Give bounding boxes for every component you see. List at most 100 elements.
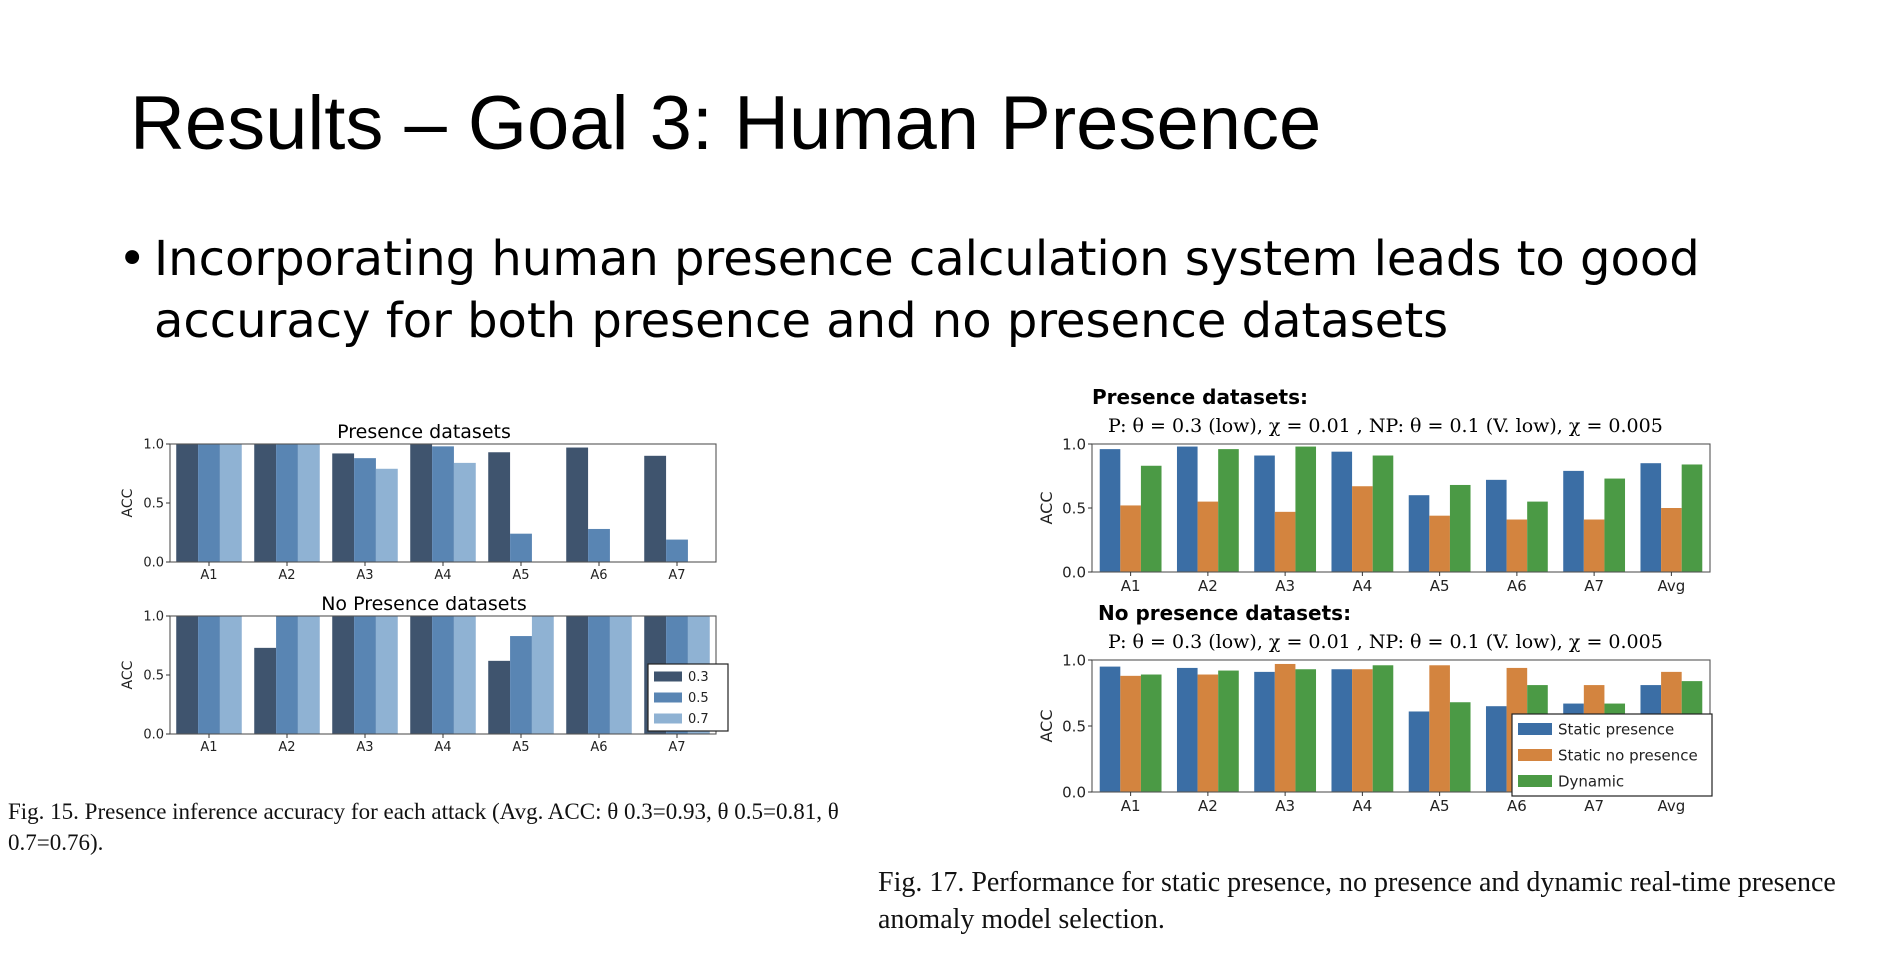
fig17_presence-bar-A3-s0	[1254, 455, 1275, 572]
fig15_nopresence-bar-A2-s0	[254, 647, 277, 734]
fig15_nopresence-ytick-label: 0.5	[143, 669, 164, 684]
fig15_nopresence-xtick-A1: A1	[200, 740, 217, 755]
fig17_nopresence-xtick-A7: A7	[1584, 797, 1604, 815]
fig17_presence-bar-A5-s0	[1408, 495, 1430, 572]
fig15_presence-ytick-label: 0.5	[143, 497, 164, 512]
fig17_nopresence-bar-A5-s2	[1449, 702, 1471, 792]
fig15_nopresence-legend-label-0: 0.3	[688, 670, 709, 685]
fig17_nopresence-xtick-A2: A2	[1198, 797, 1218, 815]
fig15_presence-bar-A4-s0	[410, 444, 433, 562]
fig15_nopresence-bar-A6-s2	[609, 616, 632, 734]
fig15_nopresence-bar-A2-s1	[276, 616, 298, 734]
fig15_presence-bar-A1-s1	[198, 444, 220, 562]
fig17_nopresence-bar-A4-s2	[1372, 665, 1394, 792]
fig17_presence-bar-A5-s1	[1429, 515, 1450, 572]
fig17_presence-title: Presence datasets:	[1092, 385, 1308, 409]
fig15_presence-ytick-label: 0.0	[143, 556, 164, 571]
fig15_presence-xtick-A5: A5	[512, 568, 529, 583]
fig15_nopresence-legend: 0.3 0.5 0.7	[647, 663, 729, 732]
fig15_nopresence-bar-A6-s0	[566, 616, 589, 734]
fig15_presence-bar-A7-s0	[644, 455, 667, 562]
fig15_presence-xtick-A4: A4	[434, 568, 451, 583]
fig15_presence-bar-A2-s2	[297, 444, 320, 562]
fig15_presence-bar-A6-s1	[588, 528, 610, 562]
fig17_presence-ytick-label: 0.0	[1062, 563, 1086, 581]
fig17_presence-panel: Presence datasets: P: θ = 0.3 (low), χ = …	[1037, 385, 1711, 595]
fig17_nopresence-xtick-Avg: Avg	[1657, 797, 1685, 815]
fig17_nopresence-bar-A5-s1	[1429, 665, 1450, 792]
fig15_presence-xtick-A7: A7	[668, 568, 685, 583]
fig15_presence-title: Presence datasets	[337, 421, 511, 443]
fig15_nopresence-bar-A6-s1	[588, 616, 610, 734]
fig17_presence-bar-A1-s2	[1140, 465, 1162, 572]
fig17-chart: Presence datasets: P: θ = 0.3 (low), χ = …	[1037, 385, 1713, 815]
fig15_nopresence-bar-A5-s2	[531, 616, 554, 734]
fig17_nopresence-legend: Static presence Static no presence Dynamic	[1511, 713, 1713, 797]
fig15_nopresence-legend-label-2: 0.7	[688, 712, 709, 727]
fig15_nopresence-bar-A1-s2	[219, 616, 242, 734]
fig17_presence-bar-Avg-s2	[1681, 464, 1703, 572]
fig15_nopresence-bar-A3-s2	[375, 616, 398, 734]
fig15_presence-ylabel: ACC	[120, 488, 136, 517]
fig15_presence-panel: Presence datasets 0.0 0.5 1.0 A1 A2 A3 A4 A5 A6 A7…	[120, 421, 717, 583]
fig17_presence-bar-A1-s1	[1120, 505, 1141, 572]
fig15_nopresence-bar-A4-s2	[453, 616, 476, 734]
fig15_nopresence-xtick-A5: A5	[512, 740, 529, 755]
fig17_nopresence-bar-A1-s0	[1099, 666, 1121, 792]
fig15_nopresence-bar-A2-s2	[297, 616, 320, 734]
fig15_presence-bar-A6-s0	[566, 447, 589, 562]
fig15_nopresence-xtick-A2: A2	[278, 740, 295, 755]
fig17_nopresence-bar-A6-s0	[1485, 706, 1507, 792]
fig17_nopresence-bar-A4-s1	[1352, 669, 1373, 792]
fig17_presence-bar-A5-s2	[1449, 484, 1471, 572]
fig17_presence-xtick-A4: A4	[1352, 577, 1372, 595]
fig17_presence-xtick-A3: A3	[1275, 577, 1295, 595]
fig17_nopresence-bar-A5-s0	[1408, 711, 1430, 792]
fig17_presence-subtitle: P: θ = 0.3 (low), χ = 0.01 , NP: θ = 0.1…	[1108, 415, 1663, 437]
fig17_nopresence-bar-A1-s1	[1120, 675, 1141, 792]
bullet-text: Incorporating human presence calculation…	[154, 231, 1700, 349]
fig17_presence-ytick-label: 1.0	[1062, 435, 1086, 453]
fig15-caption: Fig. 15. Presence inference accuracy for…	[8, 799, 839, 855]
fig15_nopresence-bar-A1-s0	[176, 616, 199, 734]
fig17_presence-bar-A6-s2	[1527, 501, 1548, 572]
fig15_nopresence-bar-A3-s1	[354, 616, 376, 734]
fig15_presence-bar-A5-s0	[488, 452, 511, 562]
fig15_nopresence-bar-A3-s0	[332, 616, 355, 734]
fig17_nopresence-bar-A2-s2	[1218, 670, 1239, 792]
fig17_presence-bar-Avg-s0	[1640, 463, 1662, 572]
fig17_presence-bar-A7-s1	[1583, 519, 1605, 572]
fig15_nopresence-legend-swatch-0	[654, 671, 682, 682]
fig17_presence-bar-A4-s2	[1372, 455, 1394, 572]
fig15_presence-bar-A1-s2	[219, 444, 242, 562]
fig17_nopresence-xtick-A6: A6	[1507, 797, 1527, 815]
fig15_nopresence-bar-A1-s1	[198, 616, 220, 734]
fig17_nopresence-xtick-A5: A5	[1430, 797, 1450, 815]
fig17_nopresence-legend-label-1: Static no presence	[1558, 746, 1698, 764]
fig17_presence-bar-A4-s1	[1352, 486, 1373, 572]
fig17_nopresence-legend-swatch-0	[1518, 723, 1552, 735]
fig15_nopresence-legend-swatch-1	[654, 692, 682, 703]
fig17_presence-bar-A6-s0	[1485, 479, 1507, 572]
fig17_nopresence-title: No presence datasets:	[1098, 601, 1351, 625]
fig15_presence-bar-A3-s2	[375, 468, 398, 562]
fig17_nopresence-subtitle: P: θ = 0.3 (low), χ = 0.01 , NP: θ = 0.1…	[1108, 631, 1663, 653]
fig17_presence-bar-A6-s1	[1506, 519, 1528, 572]
fig17_presence-bar-A7-s2	[1604, 478, 1626, 572]
fig17_nopresence-bar-A4-s0	[1331, 669, 1353, 792]
fig15_nopresence-title: No Presence datasets	[321, 593, 527, 615]
fig17_nopresence-legend-label-2: Dynamic	[1558, 772, 1624, 790]
fig17_nopresence-xtick-A4: A4	[1352, 797, 1372, 815]
fig15_nopresence-bar-A4-s0	[410, 616, 433, 734]
fig15_nopresence-xtick-A7: A7	[668, 740, 685, 755]
fig15_nopresence-ytick-label: 1.0	[143, 610, 164, 625]
fig17_nopresence-legend-swatch-2	[1518, 775, 1552, 787]
fig17_nopresence-bar-A2-s0	[1176, 667, 1198, 792]
fig17_presence-ytick-label: 0.5	[1062, 499, 1086, 517]
fig17_presence-bar-Avg-s1	[1661, 508, 1682, 572]
fig17_presence-xtick-A2: A2	[1198, 577, 1218, 595]
fig15_presence-bar-A4-s2	[453, 462, 476, 562]
fig17_nopresence-bar-A3-s0	[1254, 671, 1275, 792]
fig17_presence-bar-A2-s0	[1176, 446, 1198, 572]
fig17_nopresence-ytick-label: 1.0	[1062, 651, 1086, 669]
